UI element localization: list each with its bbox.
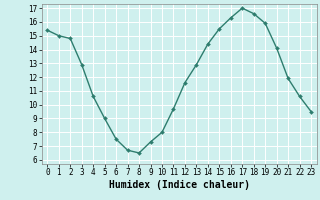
X-axis label: Humidex (Indice chaleur): Humidex (Indice chaleur): [109, 180, 250, 190]
